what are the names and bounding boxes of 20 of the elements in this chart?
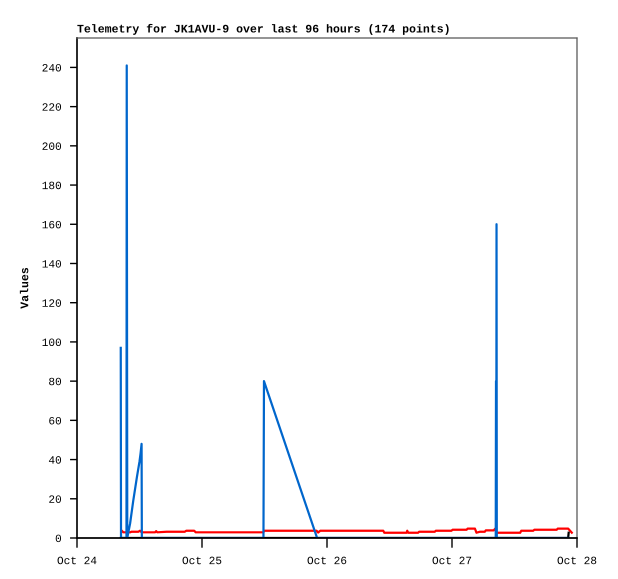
y-tick-label: 80 — [49, 378, 62, 386]
x-tick-label: Oct 27 — [432, 556, 472, 564]
y-tick-label: 180 — [42, 182, 62, 190]
y-tick-label: 200 — [42, 142, 62, 150]
y-tick-label: 240 — [42, 64, 62, 72]
y-tick-label: 20 — [49, 495, 62, 503]
y-tick-label: 100 — [42, 338, 62, 346]
x-tick-label: Oct 28 — [558, 556, 596, 564]
y-tick-label: 140 — [42, 260, 62, 268]
x-tick-label: Oct 26 — [308, 556, 346, 564]
x-tick-label: Oct 25 — [182, 556, 222, 564]
y-axis-title: Values — [20, 268, 28, 309]
chart-title: Telemetry for JK1AVU-9 over last 96 hours (174 points) — [77, 24, 449, 35]
y-tick-label: 160 — [42, 220, 62, 228]
y-tick-label: 60 — [49, 416, 62, 424]
y-tick-label: 0 — [56, 534, 62, 542]
y-tick-label: 220 — [42, 103, 62, 111]
y-tick-label: 120 — [42, 299, 62, 307]
x-tick-label: Oct 24 — [58, 556, 96, 564]
y-tick-label: 40 — [48, 456, 62, 464]
